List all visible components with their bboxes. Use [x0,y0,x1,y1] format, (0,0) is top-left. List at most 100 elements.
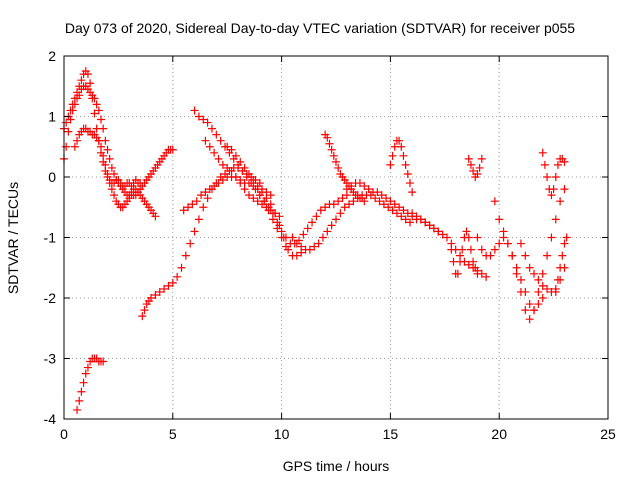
data-point-2-6 [73,88,82,97]
data-point-15-7 [462,227,471,236]
data-point-1-0 [70,142,79,151]
data-point-11-6 [334,163,343,172]
data-point-20-5 [549,185,558,194]
data-point-4-6 [155,287,164,296]
data-point-12-5 [364,185,373,194]
data-point-13-1 [388,151,397,160]
data-point-10-20 [375,197,384,206]
data-point-18-9 [530,306,539,315]
data-point-18-5 [512,269,521,278]
data-point-7-11 [249,194,258,203]
data-point-6-6 [216,136,225,145]
data-point-2-19 [101,166,110,175]
data-point-14-2 [416,215,425,224]
series-arc-u [538,148,569,200]
series-arc-n [386,136,417,197]
x-tick-label-3: 15 [383,426,399,442]
data-point-5-5 [201,188,210,197]
data-point-6-4 [207,124,216,133]
x-axis-label: GPS time / hours [283,458,390,474]
data-point-8-6 [249,176,258,185]
data-point-5-0 [179,206,188,215]
data-point-11-4 [329,151,338,160]
data-point-15-8 [464,233,473,242]
data-point-5-9 [218,176,227,185]
y-tick-label-3: -1 [44,230,57,246]
data-point-17-5 [495,239,504,248]
ticks-layer: 0 5 10 15 20 25 -4 -3 -2 -1 0 1 2 [44,48,616,442]
data-point-19-0 [516,239,525,248]
data-point-12-7 [373,188,382,197]
x-tick-label-5: 25 [600,426,616,442]
series-arc-v [551,233,571,296]
data-point-10-23 [388,206,397,215]
data-point-17-14 [534,300,543,309]
data-point-0-21 [105,154,114,163]
data-point-18-2 [499,227,508,236]
data-point-3-0 [73,405,82,414]
data-point-3-1 [75,396,84,405]
grid-layer [64,56,608,419]
data-point-14-4 [425,221,434,230]
data-point-9-5 [277,227,286,236]
data-point-2-8 [77,76,86,85]
data-point-2-13 [88,94,97,103]
data-point-0-1 [62,142,71,151]
data-point-6-3 [203,118,212,127]
data-point-10-2 [297,242,306,251]
data-point-12-10 [386,197,395,206]
data-point-2-18 [99,157,108,166]
data-point-14-8 [442,233,451,242]
data-point-10-14 [349,197,358,206]
y-tick-label-4: 0 [48,169,56,185]
data-point-15-3 [453,269,462,278]
data-point-10-25 [397,212,406,221]
data-point-14-1 [412,212,421,221]
data-point-4-12 [181,251,190,260]
data-point-15-11 [471,263,480,272]
data-point-21-0 [551,287,560,296]
data-point-6-2 [199,115,208,124]
data-point-2-14 [90,109,99,118]
data-point-2-3 [66,106,75,115]
data-point-10-26 [401,215,410,224]
data-point-15-10 [469,257,478,266]
data-point-17-15 [538,294,547,302]
data-point-9-19 [338,194,347,203]
data-point-13-9 [405,179,414,188]
data-point-20-7 [553,160,562,169]
data-point-9-4 [273,218,282,227]
data-point-7-9 [240,185,249,194]
data-point-18-7 [521,306,530,315]
data-point-3-2 [77,387,86,396]
data-point-15-0 [447,245,456,254]
x-tick-label-1: 5 [169,426,177,442]
data-point-5-4 [197,191,206,200]
data-point-14-17 [482,272,491,281]
data-point-4-11 [177,263,186,272]
data-point-5-6 [205,185,214,194]
data-point-10-7 [318,233,327,242]
data-point-6-1 [194,112,203,121]
data-point-2-12 [86,79,95,88]
data-point-16-4 [473,169,482,178]
data-point-11-18 [360,197,369,206]
data-point-9-17 [329,200,338,209]
data-point-21-3 [558,251,567,260]
data-point-12-0 [342,185,351,194]
y-tick-label-1: -3 [44,351,57,367]
data-point-2-4 [68,100,77,109]
data-point-4-7 [160,284,169,293]
data-point-19-4 [534,275,543,284]
series-arc-f [179,173,275,215]
data-point-17-12 [525,300,534,309]
data-point-4-9 [168,278,177,287]
data-point-2-16 [94,136,103,145]
data-point-10-11 [336,209,345,218]
data-point-7-4 [218,160,227,169]
data-point-10-22 [384,203,393,212]
data-point-2-11 [83,70,92,79]
data-point-18-15 [556,197,565,206]
data-point-4-8 [164,281,173,290]
